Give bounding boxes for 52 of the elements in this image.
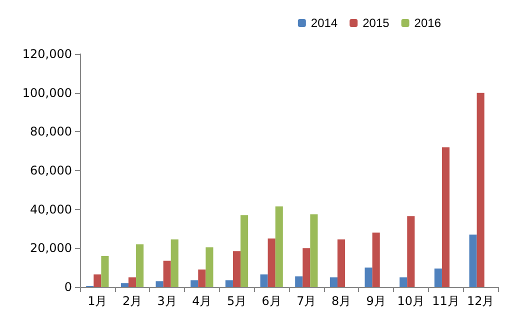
bar (136, 244, 144, 287)
bar (295, 276, 303, 287)
bar (364, 268, 372, 287)
y-tick-label: 20,000 (30, 241, 72, 256)
x-tick-label: 9月 (366, 294, 386, 308)
y-tick-label: 40,000 (30, 202, 72, 216)
x-tick-label: 8月 (331, 294, 352, 308)
bar (268, 238, 276, 287)
x-tick-label: 4月 (192, 294, 212, 308)
y-tick-label: 80,000 (30, 124, 72, 139)
bar (476, 92, 484, 287)
legend-label: 2014 (310, 16, 338, 30)
bar (442, 147, 450, 287)
bar (330, 277, 338, 287)
bar (337, 239, 346, 287)
legend-label: 2016 (414, 16, 442, 30)
x-tick-label: 11月 (432, 294, 460, 308)
x-tick-label: 10月 (397, 294, 425, 308)
bar (400, 277, 408, 287)
x-tick-label: 1月 (88, 294, 108, 308)
x-tick-label: 12月 (466, 294, 494, 308)
bar (190, 280, 198, 287)
bar (206, 247, 214, 287)
bar (310, 214, 318, 287)
bar (170, 239, 178, 287)
bar (163, 260, 171, 287)
y-tick-label: 100,000 (22, 86, 72, 100)
legend-label: 2015 (362, 16, 390, 30)
x-tick-label: 7月 (296, 294, 316, 308)
bar (198, 270, 206, 287)
y-tick-label: 0 (64, 280, 72, 294)
bar (240, 215, 248, 287)
bar (120, 283, 128, 287)
bar (407, 216, 415, 287)
bar (434, 268, 442, 287)
bar (225, 280, 233, 287)
bar (302, 248, 310, 287)
bar (94, 274, 102, 287)
bar (275, 206, 283, 287)
bar (260, 274, 268, 287)
bar (469, 234, 477, 287)
x-tick-label: 2月 (122, 294, 142, 308)
bar (372, 232, 380, 287)
bar (101, 256, 109, 287)
y-tick-label: 120,000 (22, 47, 72, 61)
bar (128, 277, 136, 287)
x-tick-label: 3月 (157, 294, 177, 308)
y-tick-label: 60,000 (30, 164, 72, 178)
bar (156, 281, 164, 287)
bar (232, 251, 241, 287)
x-tick-label: 5月 (226, 294, 247, 308)
x-tick-label: 6月 (262, 294, 282, 308)
